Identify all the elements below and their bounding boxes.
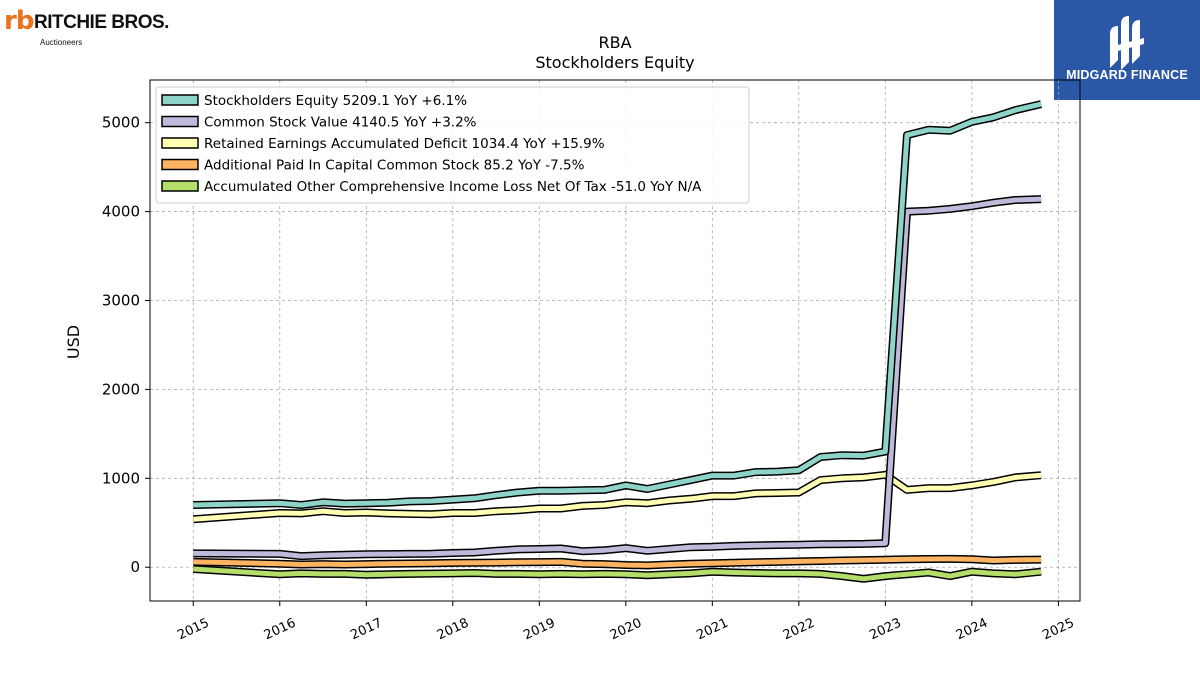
series-4 <box>193 565 1042 583</box>
x-tick-label: 2020 <box>608 616 644 644</box>
series-line <box>193 196 1042 559</box>
chart-legend: Stockholders Equity 5209.1 YoY +6.1% Comm… <box>155 86 750 204</box>
y-tick-label: 4000 <box>102 203 140 221</box>
midgard-finance-name: MIDGARD FINANCE <box>1066 68 1188 82</box>
plot-frame <box>149 79 1081 602</box>
legend-label: Stockholders Equity 5209.1 YoY +6.1% <box>204 93 467 109</box>
series-2 <box>193 470 1042 524</box>
x-tick-label: 2016 <box>262 616 298 644</box>
series-line <box>193 556 1042 568</box>
chart-subtitle: Stockholders Equity <box>535 53 694 72</box>
series-3 <box>193 554 1042 570</box>
ritchie-bros-logo-mark: rb <box>4 6 34 36</box>
legend-label: Retained Earnings Accumulated Deficit 10… <box>204 136 605 152</box>
y-tick-label: 0 <box>130 558 140 576</box>
x-tick-label: 2022 <box>781 616 817 644</box>
y-tick-label: 3000 <box>102 291 140 309</box>
midgard-logo-icon <box>1110 16 1144 70</box>
legend-swatch <box>161 137 199 149</box>
y-axis-label: USD <box>64 325 83 359</box>
y-tick-label: 5000 <box>102 114 140 132</box>
x-tick-label: 2021 <box>694 616 730 644</box>
x-tick-label: 2023 <box>867 616 903 644</box>
series-1 <box>193 195 1042 561</box>
legend-swatch <box>161 158 199 171</box>
x-tick-label: 2017 <box>348 616 384 644</box>
x-tick-label: 2024 <box>954 616 990 644</box>
legend-label: Common Stock Value 4140.5 YoY +3.2% <box>204 115 477 131</box>
x-tick-label: 2025 <box>1040 616 1076 644</box>
midgard-finance-logo: MIDGARD FINANCE <box>1054 0 1200 100</box>
series-line <box>193 472 1042 522</box>
legend-swatch <box>161 180 199 192</box>
series-line <box>193 566 1042 582</box>
legend-swatch <box>161 115 199 128</box>
x-tick-label: 2019 <box>521 616 557 644</box>
y-tick-label: 2000 <box>102 380 140 398</box>
x-tick-label: 2015 <box>175 616 211 644</box>
chart-title: RBA <box>598 33 631 52</box>
series-line <box>193 101 1042 508</box>
x-tick-label: 2018 <box>435 616 471 644</box>
ritchie-bros-logo: rb RITCHIE BROS. Auctioneers <box>4 4 174 48</box>
y-tick-label: 1000 <box>102 469 140 487</box>
legend-box <box>155 86 750 204</box>
ritchie-bros-logo-sub: Auctioneers <box>40 38 83 47</box>
series-0 <box>193 100 1043 509</box>
legend-swatch <box>161 94 199 106</box>
ritchie-bros-logo-name: RITCHIE BROS. <box>34 12 169 33</box>
legend-label: Additional Paid In Capital Common Stock … <box>204 158 585 174</box>
legend-label: Accumulated Other Comprehensive Income L… <box>204 179 702 195</box>
series-layer <box>193 100 1043 583</box>
